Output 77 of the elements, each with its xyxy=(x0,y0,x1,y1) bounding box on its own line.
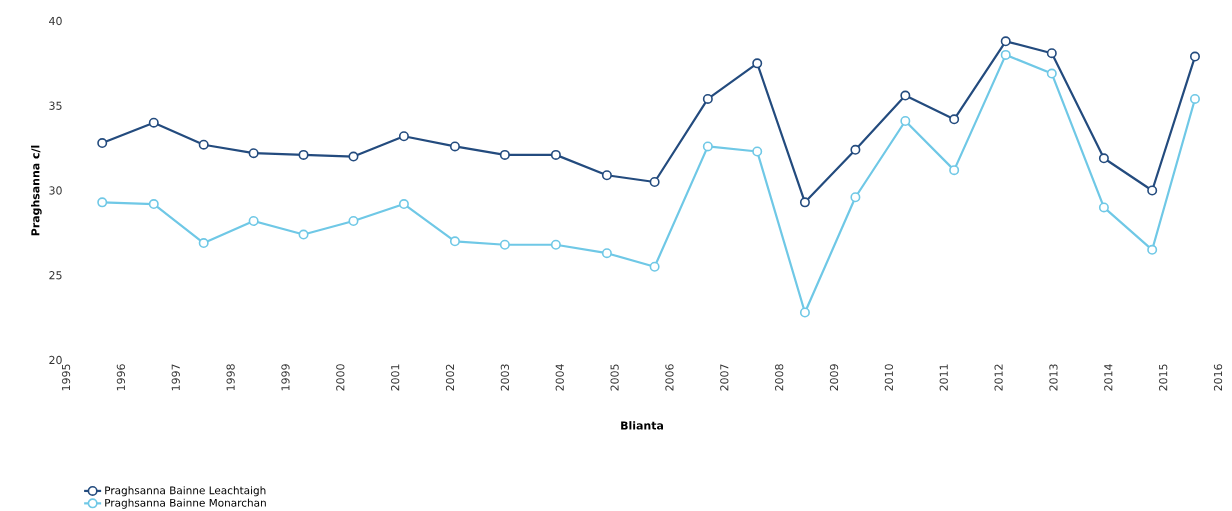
point xyxy=(97,138,108,149)
point xyxy=(1098,153,1109,164)
point xyxy=(148,117,159,128)
point xyxy=(1046,68,1057,79)
point xyxy=(850,192,861,203)
point xyxy=(900,115,911,126)
x-tick-label: 2000 xyxy=(336,364,345,391)
point xyxy=(449,236,460,247)
point xyxy=(499,239,510,250)
x-tick-label: 2003 xyxy=(500,364,510,391)
x-tick-label: 1995 xyxy=(61,364,71,391)
x-tick-label: 2013 xyxy=(1049,364,1058,391)
y-tick-label: 35 xyxy=(49,101,62,110)
x-tick-label: 2008 xyxy=(775,364,784,391)
point xyxy=(799,307,810,318)
point xyxy=(1189,93,1200,104)
point xyxy=(1098,202,1109,213)
x-tick-label: 2014 xyxy=(1104,364,1113,391)
x-tick-label: 1999 xyxy=(281,364,290,391)
point xyxy=(601,170,612,181)
x-tick-label: 2005 xyxy=(610,364,619,391)
point xyxy=(348,215,359,226)
x-tick-label: 2006 xyxy=(665,364,674,391)
legend-label: Praghsanna Bainne Monarchan xyxy=(105,498,266,509)
point xyxy=(148,199,159,210)
point xyxy=(850,144,861,155)
x-axis-title: Blianta xyxy=(621,421,663,430)
x-tick-label: 1997 xyxy=(171,364,180,391)
point xyxy=(298,149,309,160)
point xyxy=(1147,244,1158,255)
x-tick-label: 2002 xyxy=(445,364,455,391)
point xyxy=(499,149,510,160)
x-tick-label: 2001 xyxy=(391,364,400,391)
x-tick-label: 2009 xyxy=(829,364,839,391)
point xyxy=(752,146,763,157)
point xyxy=(550,149,561,160)
point xyxy=(248,215,259,226)
x-tick-label: 1996 xyxy=(116,364,126,391)
point xyxy=(1000,49,1011,60)
legend-label: Praghsanna Bainne Leachtaigh xyxy=(105,486,266,497)
point xyxy=(1147,185,1158,196)
point xyxy=(799,197,810,208)
point xyxy=(449,141,460,152)
point xyxy=(1000,36,1011,47)
point xyxy=(949,165,960,176)
point xyxy=(752,58,763,69)
y-tick-label: 20 xyxy=(49,355,62,365)
point xyxy=(97,197,108,208)
x-tick-label: 2010 xyxy=(884,364,894,391)
x-tick-label: 2004 xyxy=(555,364,564,391)
point xyxy=(649,177,660,188)
y-tick-label: 40 xyxy=(49,16,62,26)
x-tick-label: 2007 xyxy=(720,364,729,391)
x-tick-label: 2011 xyxy=(939,364,948,391)
x-tick-label: 2012 xyxy=(994,364,1003,391)
point xyxy=(398,199,409,210)
point xyxy=(949,114,960,125)
point xyxy=(398,131,409,142)
point xyxy=(198,139,209,150)
point xyxy=(649,261,660,272)
point xyxy=(298,229,309,240)
point xyxy=(248,148,259,159)
y-tick-label: 25 xyxy=(49,271,62,280)
y-axis-title: Praghsanna c/l xyxy=(31,145,42,236)
x-tick-label: 2016 xyxy=(1213,364,1223,391)
point xyxy=(198,238,209,249)
x-tick-label: 1998 xyxy=(226,364,235,391)
point xyxy=(1189,51,1200,62)
point xyxy=(702,93,713,104)
point xyxy=(550,239,561,250)
point xyxy=(702,141,713,152)
x-tick-label: 2015 xyxy=(1159,364,1168,391)
point xyxy=(601,248,612,259)
point xyxy=(1046,48,1057,59)
point xyxy=(348,151,359,162)
y-tick-label: 30 xyxy=(49,186,62,195)
point xyxy=(900,90,911,101)
